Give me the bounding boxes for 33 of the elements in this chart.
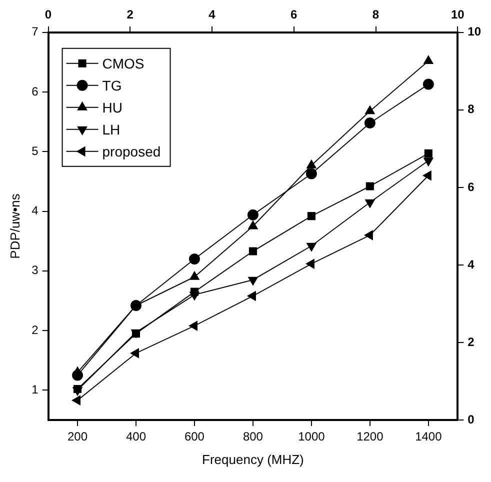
- y2-tick-label: 6: [468, 180, 475, 194]
- x2-tick-label: 6: [290, 8, 298, 22]
- legend-label: LH: [102, 121, 120, 138]
- x-tick-label: 1400: [415, 430, 442, 444]
- y-tick-label: 3: [32, 263, 39, 278]
- x2-tick-label: 2: [126, 8, 134, 22]
- y2-tick-label: 0: [468, 412, 475, 426]
- y-axis-title: PDP/uw•ns: [7, 193, 22, 259]
- y2-tick-label: 10: [468, 24, 482, 39]
- x2-tick-label: 10: [450, 8, 465, 22]
- x-tick-label: 400: [126, 430, 146, 444]
- y-tick-label: 2: [32, 322, 39, 337]
- legend-label: TG: [102, 77, 122, 94]
- y-tick-label: 4: [32, 204, 39, 218]
- legend-label: HU: [102, 99, 123, 116]
- x-tick-label: 800: [242, 430, 264, 444]
- x2-tick-label: 4: [208, 8, 216, 22]
- x2-tick-label: 8: [372, 8, 380, 22]
- legend-label: CMOS: [102, 55, 144, 72]
- x2-tick-label: 0: [44, 8, 52, 22]
- x-axis-title: Frequency (MHZ): [202, 452, 304, 467]
- y2-tick-label: 2: [468, 334, 475, 349]
- y2-tick-label: 4: [468, 257, 475, 272]
- y-tick-label: 1: [32, 382, 39, 396]
- y-tick-label: 6: [32, 84, 39, 98]
- x-tick-label: 1200: [356, 430, 384, 444]
- y2-tick-label: 8: [468, 102, 475, 116]
- x-tick-label: 1000: [298, 430, 326, 444]
- x-tick-label: 200: [68, 430, 88, 444]
- x-tick-label: 600: [184, 430, 205, 444]
- y-tick-label: 5: [32, 144, 39, 158]
- legend-label: proposed: [102, 143, 161, 160]
- y-tick-label: 7: [32, 24, 39, 39]
